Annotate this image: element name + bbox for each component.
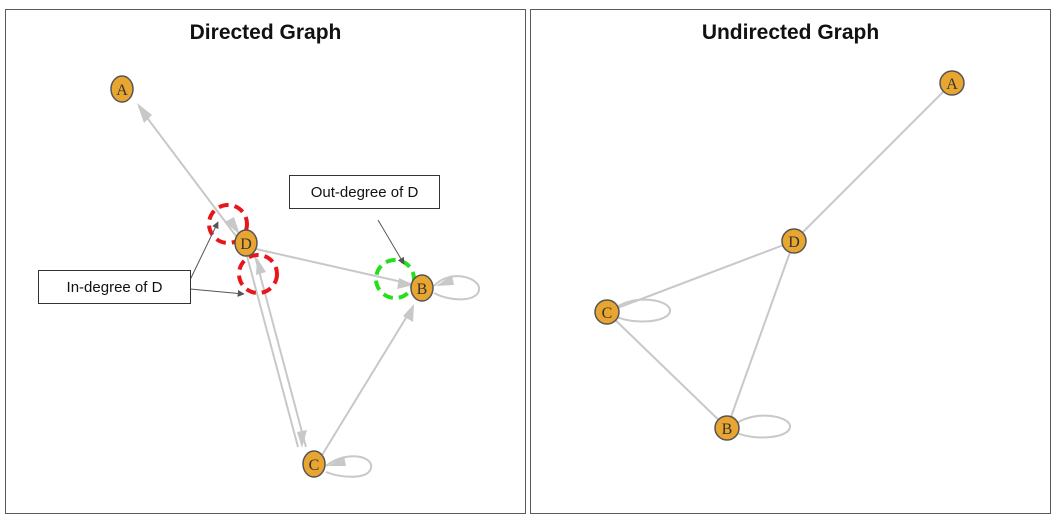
undirected-graph-canvas: A D C B — [594, 70, 965, 441]
self-loop-c — [325, 455, 373, 478]
node-a: A — [110, 75, 134, 103]
edge-d-c-1 — [246, 255, 299, 448]
directed-nodes: A D B C — [110, 75, 434, 478]
u-node-d-label: D — [788, 234, 800, 251]
out-degree-callout: Out-degree of D — [289, 175, 440, 209]
edge-d-c-2 — [254, 255, 307, 448]
node-d-label: D — [240, 236, 252, 253]
node-d: D — [234, 229, 258, 257]
directed-edges — [137, 103, 480, 478]
directed-graph-canvas: A D B C — [110, 75, 480, 478]
edge-a-d — [793, 82, 953, 242]
self-loop-b — [433, 275, 480, 301]
node-b-label: B — [417, 281, 428, 298]
undirected-graph-panel: Undirected Graph A D C — [530, 9, 1051, 514]
in-degree-pointer-top — [189, 221, 219, 281]
undirected-graph-title: Undirected Graph — [701, 21, 880, 44]
arrowhead-into-c-from-d — [297, 430, 307, 448]
edge-d-to-b — [255, 248, 412, 285]
u-node-d: D — [781, 228, 807, 254]
edge-d-c — [606, 240, 795, 313]
edge-c-b — [606, 311, 728, 429]
u-node-c-label: C — [602, 305, 613, 322]
node-c: C — [302, 450, 326, 478]
arrowhead-into-d-from-c — [256, 258, 266, 275]
undirected-nodes: A D C B — [594, 70, 965, 441]
undirected-edges — [606, 82, 953, 439]
u-node-c: C — [594, 299, 620, 325]
out-degree-pointer — [377, 219, 405, 265]
out-degree-highlight — [374, 258, 416, 300]
arrowhead-into-b-from-c — [403, 304, 414, 322]
u-node-a: A — [939, 70, 965, 96]
self-loop-c-undirected — [616, 298, 671, 323]
arrowhead-into-b-from-d — [397, 278, 414, 289]
edge-d-b — [726, 240, 795, 429]
in-degree-highlight-bottom — [237, 253, 279, 295]
arrowhead-loop-c — [328, 456, 346, 466]
arrowhead-into-d-from-a — [225, 217, 240, 235]
u-node-a-label: A — [946, 76, 958, 93]
node-a-label: A — [116, 82, 128, 99]
edge-d-to-a — [138, 106, 237, 237]
u-node-b: B — [714, 415, 740, 441]
edge-c-to-b — [318, 307, 413, 461]
in-degree-pointer-bottom — [189, 288, 245, 297]
in-degree-callout: In-degree of D — [38, 270, 191, 304]
node-b: B — [410, 274, 434, 302]
in-degree-highlight-top — [207, 203, 249, 245]
directed-graph-panel: Directed Graph — [5, 9, 526, 514]
arrowhead-into-a — [137, 103, 152, 123]
arrowhead-loop-b — [436, 275, 454, 286]
node-c-label: C — [309, 457, 320, 474]
u-node-b-label: B — [722, 421, 733, 438]
directed-graph-title: Directed Graph — [189, 21, 342, 44]
self-loop-b-undirected — [736, 414, 791, 439]
